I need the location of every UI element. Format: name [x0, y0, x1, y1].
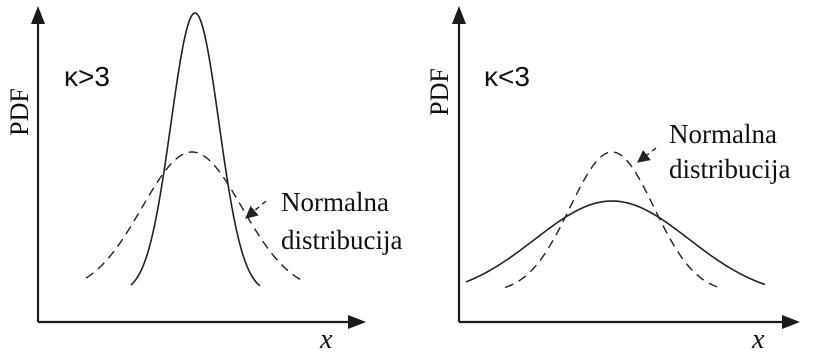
- left-annotation-line2: distribucija: [281, 225, 402, 255]
- panel-left: PDF κ>3 Normalna distribucija x: [5, 6, 402, 352]
- left-x-axis-arrow-icon: [348, 315, 366, 329]
- right-kappa-label: κ<3: [484, 61, 530, 92]
- right-y-axis-label: PDF: [425, 68, 454, 116]
- right-annotation-line1: Normalna: [669, 119, 777, 149]
- panel-right: PDF κ<3 Normalna distribucija x: [425, 6, 800, 352]
- left-annotation-line1: Normalna: [281, 187, 389, 217]
- left-y-axis-label: PDF: [5, 88, 34, 136]
- left-leptokurtic-curve: [130, 12, 261, 287]
- left-normal-curve: [85, 151, 303, 282]
- right-platykurtic-curve: [465, 200, 766, 286]
- right-normal-curve: [504, 151, 721, 289]
- right-annotation-arrow-icon: [637, 147, 657, 163]
- left-annotation-arrow-icon: [245, 200, 267, 219]
- left-y-axis-arrow-icon: [31, 6, 45, 24]
- left-kappa-label: κ>3: [64, 61, 110, 92]
- right-y-axis-arrow-icon: [452, 6, 466, 24]
- right-x-axis-arrow-icon: [782, 315, 800, 329]
- right-x-axis-label: x: [751, 324, 765, 352]
- right-annotation-line2: distribucija: [669, 154, 790, 184]
- left-x-axis-label: x: [319, 324, 333, 352]
